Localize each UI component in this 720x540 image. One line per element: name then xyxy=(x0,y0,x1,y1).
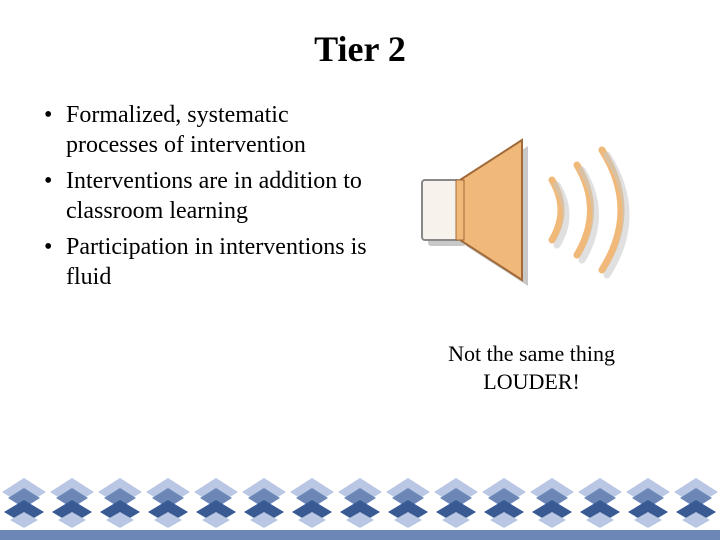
pattern-unit xyxy=(384,472,432,540)
caption-line: Not the same thing xyxy=(448,340,615,368)
pattern-unit xyxy=(96,472,144,540)
pattern-unit xyxy=(288,472,336,540)
slide: Tier 2 Formalized, systematic processes … xyxy=(0,0,720,540)
pattern-unit xyxy=(432,472,480,540)
pattern-unit xyxy=(576,472,624,540)
pattern-unit xyxy=(480,472,528,540)
content-row: Formalized, systematic processes of inte… xyxy=(0,100,720,395)
bullet-item: Participation in interventions is fluid xyxy=(40,232,373,292)
pattern-unit xyxy=(240,472,288,540)
pattern-unit xyxy=(624,472,672,540)
pattern-unit xyxy=(0,472,48,540)
pattern-unit xyxy=(336,472,384,540)
caption-line: LOUDER! xyxy=(448,368,615,396)
right-column: Not the same thing LOUDER! xyxy=(373,100,690,395)
caption: Not the same thing LOUDER! xyxy=(448,340,615,395)
bullet-item: Formalized, systematic processes of inte… xyxy=(40,100,373,160)
pattern-unit xyxy=(48,472,96,540)
bullet-list: Formalized, systematic processes of inte… xyxy=(30,100,373,395)
bullet-item: Interventions are in addition to classro… xyxy=(40,166,373,226)
slide-title: Tier 2 xyxy=(0,0,720,70)
pattern-unit xyxy=(144,472,192,540)
pattern-unit xyxy=(528,472,576,540)
pattern-unit xyxy=(672,472,720,540)
speaker-icon xyxy=(402,110,662,310)
bottom-border-pattern xyxy=(0,472,720,540)
pattern-unit xyxy=(192,472,240,540)
